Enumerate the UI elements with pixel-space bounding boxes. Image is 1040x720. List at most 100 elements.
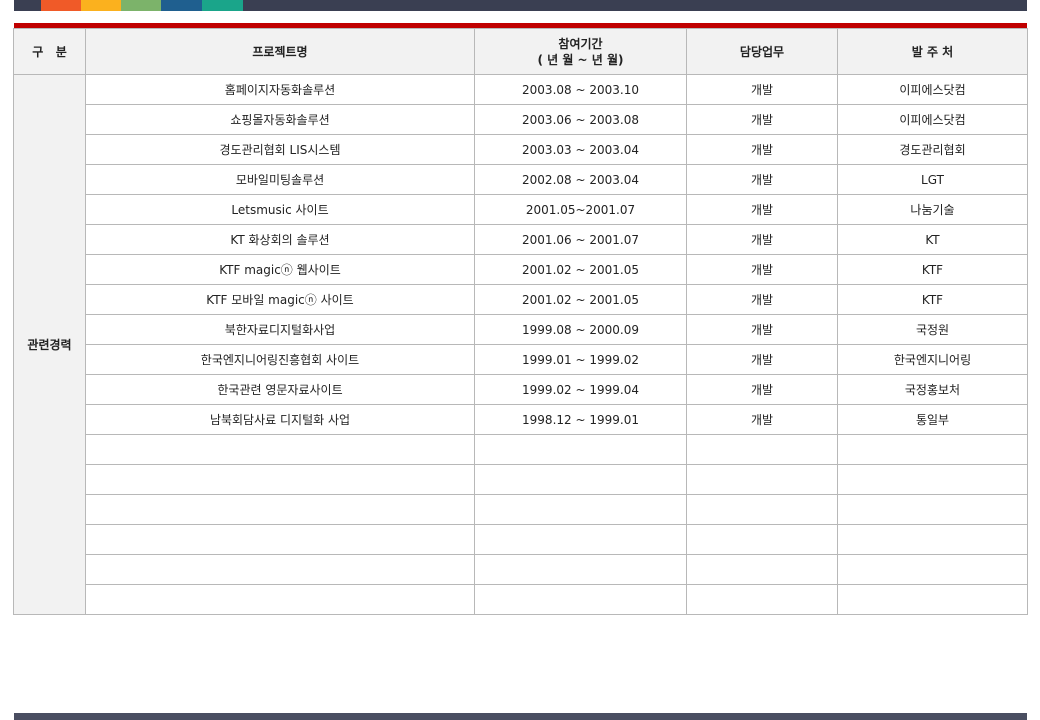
- role-cell: 개발: [686, 344, 838, 375]
- client-cell: [837, 554, 1028, 585]
- client-cell: 이피에스닷컴: [837, 104, 1028, 135]
- client-cell: 나눔기술: [837, 194, 1028, 225]
- project-cell: [85, 584, 475, 615]
- table-row: 북한자료디지털화사업 1999.08 ~ 2000.09 개발 국정원: [14, 314, 1028, 345]
- project-cell: 남북회담사료 디지털화 사업: [85, 404, 475, 435]
- role-cell: [686, 434, 838, 465]
- career-table: 구 분 프로젝트명 참여기간 ( 년 월 ~ 년 월) 담당업무 발 주 처 관…: [13, 28, 1028, 615]
- role-cell: [686, 464, 838, 495]
- header-client: 발 주 처: [837, 28, 1028, 75]
- table-row: [14, 494, 1028, 525]
- header-swatch: [81, 0, 121, 11]
- project-cell: 쇼핑몰자동화솔루션: [85, 104, 475, 135]
- project-cell: 한국엔지니어링진흥협회 사이트: [85, 344, 475, 375]
- role-cell: 개발: [686, 104, 838, 135]
- client-cell: KT: [837, 224, 1028, 255]
- period-cell: 2001.05~2001.07: [474, 194, 687, 225]
- header-swatch: [121, 0, 161, 11]
- period-cell: 2003.08 ~ 2003.10: [474, 74, 687, 105]
- role-cell: 개발: [686, 404, 838, 435]
- client-cell: 국정원: [837, 314, 1028, 345]
- table-row: 한국관련 영문자료사이트 1999.02 ~ 1999.04 개발 국정홍보처: [14, 374, 1028, 405]
- header-color-bar: [14, 0, 1027, 11]
- table-row: 모바일미팅솔루션 2002.08 ~ 2003.04 개발 LGT: [14, 164, 1028, 195]
- project-cell: [85, 434, 475, 465]
- table-row: Letsmusic 사이트 2001.05~2001.07 개발 나눔기술: [14, 194, 1028, 225]
- period-cell: 2002.08 ~ 2003.04: [474, 164, 687, 195]
- project-cell: 북한자료디지털화사업: [85, 314, 475, 345]
- client-cell: 경도관리협회: [837, 134, 1028, 165]
- client-cell: [837, 584, 1028, 615]
- client-cell: 통일부: [837, 404, 1028, 435]
- project-cell: [85, 524, 475, 555]
- project-cell: KTF 모바일 magicⓝ 사이트: [85, 284, 475, 315]
- project-cell: KTF magicⓝ 웹사이트: [85, 254, 475, 285]
- table-header-row: 구 분 프로젝트명 참여기간 ( 년 월 ~ 년 월) 담당업무 발 주 처: [13, 28, 1028, 75]
- table-row: [14, 554, 1028, 585]
- period-cell: [474, 434, 687, 465]
- client-cell: [837, 464, 1028, 495]
- client-cell: [837, 524, 1028, 555]
- period-cell: [474, 554, 687, 585]
- project-cell: [85, 464, 475, 495]
- client-cell: KTF: [837, 284, 1028, 315]
- client-cell: 한국엔지니어링: [837, 344, 1028, 375]
- role-cell: 개발: [686, 164, 838, 195]
- header-period: 참여기간 ( 년 월 ~ 년 월): [474, 28, 687, 75]
- client-cell: LGT: [837, 164, 1028, 195]
- table-row: 경도관리협회 LIS시스템 2003.03 ~ 2003.04 개발 경도관리협회: [14, 134, 1028, 165]
- project-cell: 모바일미팅솔루션: [85, 164, 475, 195]
- period-cell: [474, 494, 687, 525]
- role-cell: 개발: [686, 134, 838, 165]
- header-period-line1: 참여기간: [558, 36, 603, 51]
- role-cell: 개발: [686, 284, 838, 315]
- role-cell: [686, 584, 838, 615]
- role-cell: 개발: [686, 74, 838, 105]
- period-cell: 1999.01 ~ 1999.02: [474, 344, 687, 375]
- table-row: KTF 모바일 magicⓝ 사이트 2001.02 ~ 2001.05 개발 KTF: [14, 284, 1028, 315]
- role-cell: 개발: [686, 254, 838, 285]
- project-cell: 홈페이지자동화솔루션: [85, 74, 475, 105]
- period-cell: 1999.02 ~ 1999.04: [474, 374, 687, 405]
- project-cell: [85, 494, 475, 525]
- category-cell: 관련경력: [13, 74, 86, 615]
- role-cell: 개발: [686, 194, 838, 225]
- client-cell: [837, 434, 1028, 465]
- table-row: [14, 584, 1028, 615]
- role-cell: [686, 524, 838, 555]
- role-cell: 개발: [686, 224, 838, 255]
- role-cell: [686, 494, 838, 525]
- table-row: 쇼핑몰자동화솔루션 2003.06 ~ 2003.08 개발 이피에스닷컴: [14, 104, 1028, 135]
- header-role: 담당업무: [686, 28, 838, 75]
- role-cell: [686, 554, 838, 585]
- client-cell: KTF: [837, 254, 1028, 285]
- project-cell: KT 화상회의 솔루션: [85, 224, 475, 255]
- project-cell: [85, 554, 475, 585]
- period-cell: 1998.12 ~ 1999.01: [474, 404, 687, 435]
- header-period-line2: ( 년 월 ~ 년 월): [537, 52, 624, 67]
- table-row: KTF magicⓝ 웹사이트 2001.02 ~ 2001.05 개발 KTF: [14, 254, 1028, 285]
- table-row: 한국엔지니어링진흥협회 사이트 1999.01 ~ 1999.02 개발 한국엔지니어…: [14, 344, 1028, 375]
- client-cell: 이피에스닷컴: [837, 74, 1028, 105]
- period-cell: 2003.03 ~ 2003.04: [474, 134, 687, 165]
- period-cell: 2001.06 ~ 2001.07: [474, 224, 687, 255]
- header-accent-line: [14, 23, 1027, 28]
- project-cell: 한국관련 영문자료사이트: [85, 374, 475, 405]
- period-cell: [474, 524, 687, 555]
- role-cell: 개발: [686, 314, 838, 345]
- table-row: 관련경력 홈페이지자동화솔루션 2003.08 ~ 2003.10 개발 이피에스닷컴: [13, 74, 1028, 615]
- header-swatch: [161, 0, 202, 11]
- table-row: [14, 524, 1028, 555]
- period-cell: 2001.02 ~ 2001.05: [474, 254, 687, 285]
- period-cell: 2001.02 ~ 2001.05: [474, 284, 687, 315]
- header-swatch: [41, 0, 81, 11]
- client-cell: [837, 494, 1028, 525]
- period-cell: 2003.06 ~ 2003.08: [474, 104, 687, 135]
- project-cell: Letsmusic 사이트: [85, 194, 475, 225]
- period-cell: [474, 584, 687, 615]
- header-category: 구 분: [13, 28, 86, 75]
- period-cell: [474, 464, 687, 495]
- client-cell: 국정홍보처: [837, 374, 1028, 405]
- table-row: [14, 434, 1028, 465]
- header-swatch: [202, 0, 243, 11]
